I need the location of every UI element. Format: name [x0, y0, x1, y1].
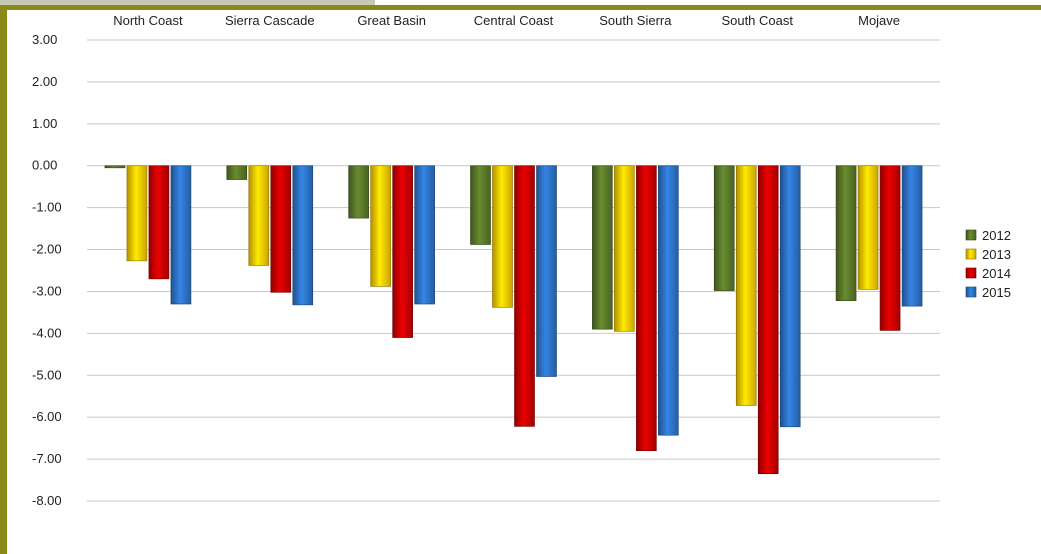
bar-2014 [392, 165, 413, 338]
frame-top-border [0, 5, 1041, 10]
bar-2012 [592, 165, 613, 330]
y-tick-label: -2.00 [32, 242, 62, 257]
bar-2015 [414, 165, 435, 305]
y-tick-label: -8.00 [32, 493, 62, 508]
gridlines [87, 39, 940, 502]
bar-2014 [757, 165, 779, 475]
category-label: Mojave [858, 13, 900, 28]
bar-2015 [170, 165, 192, 305]
bar-2013 [492, 165, 513, 308]
bar-2014 [514, 165, 535, 427]
y-tick-label: 1.00 [32, 116, 57, 131]
bar-2013 [248, 165, 270, 266]
bar-2014 [879, 165, 901, 331]
y-tick-label: -7.00 [32, 451, 62, 466]
legend-swatch [965, 286, 977, 298]
bar-2012 [226, 165, 248, 180]
bar-2012 [104, 165, 126, 169]
legend-label: 2015 [982, 285, 1011, 300]
category-label: Central Coast [474, 13, 554, 28]
bar-2015 [292, 165, 314, 306]
legend-label: 2013 [982, 247, 1011, 262]
bar-2014 [148, 165, 170, 280]
y-tick-label: -4.00 [32, 325, 62, 340]
legend-label: 2014 [982, 266, 1011, 281]
bar-2012 [470, 165, 491, 245]
bar-2012 [348, 165, 369, 219]
bar-2013 [126, 165, 148, 262]
category-labels: North Coast Sierra Cascade Great Basin Cent… [113, 13, 900, 28]
legend-swatch [965, 267, 977, 279]
category-label: Great Basin [357, 13, 426, 28]
legend: 2012 2013 2014 2015 [965, 228, 1011, 300]
category-label: Sierra Cascade [225, 13, 315, 28]
legend-swatch [965, 248, 977, 260]
frame-left-border [0, 0, 7, 554]
legend-label: 2012 [982, 228, 1011, 243]
category-label: South Coast [721, 13, 793, 28]
bar-2015 [779, 165, 801, 428]
frame-top-accent [0, 0, 375, 5]
bar-2013 [857, 165, 879, 290]
y-tick-label: -5.00 [32, 367, 62, 382]
y-tick-label: -3.00 [32, 283, 62, 298]
bar-2015 [901, 165, 923, 307]
y-tick-label: 0.00 [32, 158, 57, 173]
bar-2013 [735, 165, 757, 406]
y-tick-label: -6.00 [32, 409, 62, 424]
bar-2012 [835, 165, 857, 301]
y-tick-label: 3.00 [32, 32, 57, 47]
y-tick-label: 2.00 [32, 74, 57, 89]
bar-2015 [536, 165, 557, 377]
y-axis-ticks: 3.00 2.00 1.00 0.00 -1.00 -2.00 -3.00 -4.00 -5.0… [32, 32, 62, 508]
y-tick-label: -1.00 [32, 200, 62, 215]
bar-2014 [270, 165, 292, 293]
bar-2013 [370, 165, 391, 287]
bar-2015 [658, 165, 679, 436]
legend-swatch [965, 229, 977, 241]
category-label: North Coast [113, 13, 183, 28]
bar-2013 [614, 165, 635, 332]
category-label: South Sierra [599, 13, 672, 28]
bars [104, 165, 923, 475]
bar-2012 [713, 165, 735, 291]
bar-2014 [636, 165, 657, 452]
